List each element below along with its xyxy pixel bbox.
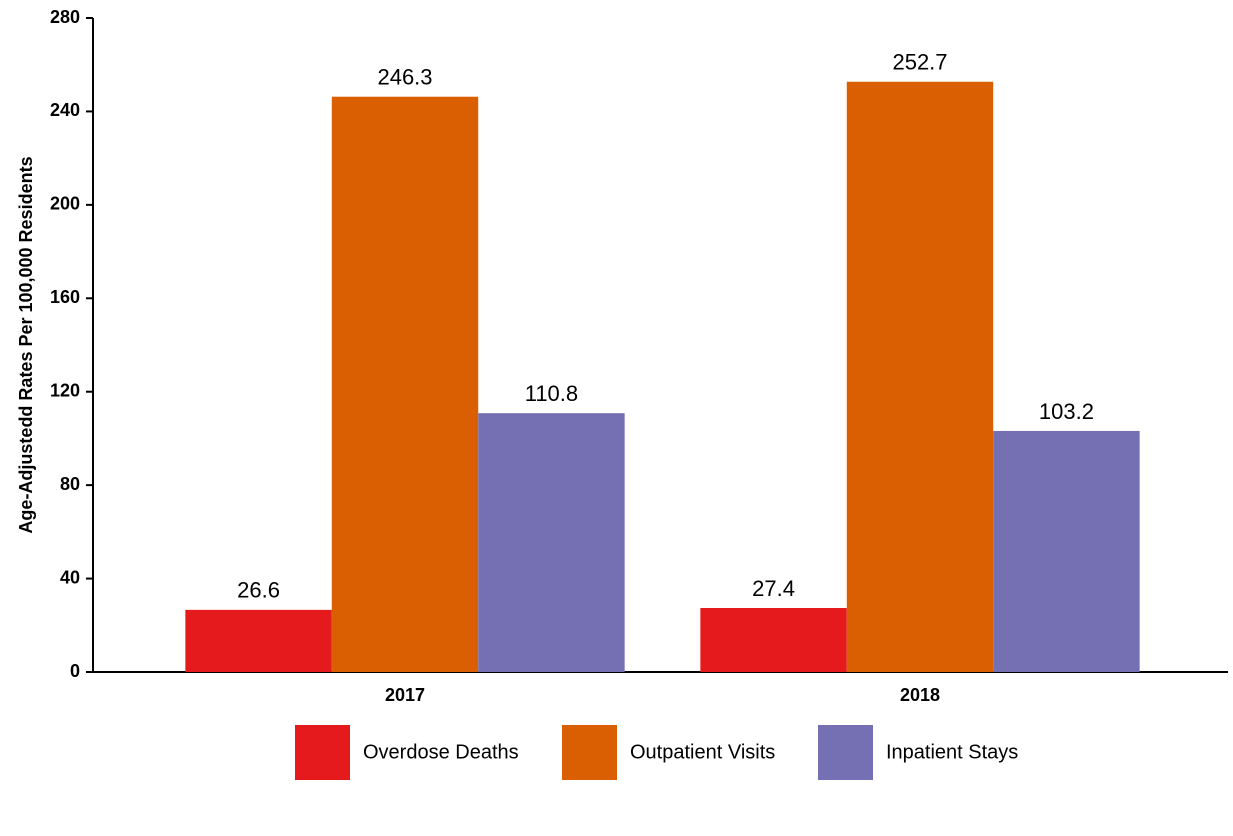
legend-swatch: [295, 725, 350, 780]
bar: [185, 609, 332, 672]
bar: [478, 413, 625, 672]
legend-swatch: [818, 725, 873, 780]
y-axis-label: Age-Adjustedd Rates Per 100,000 Resident…: [16, 156, 36, 533]
value-label: 110.8: [525, 381, 578, 406]
legend-label: Inpatient Stays: [886, 741, 1018, 763]
legend-label: Outpatient Visits: [630, 741, 775, 763]
y-tick-label: 240: [50, 100, 80, 120]
y-tick-label: 200: [50, 194, 80, 214]
value-label: 246.3: [377, 65, 432, 90]
y-tick-label: 80: [60, 474, 80, 494]
value-label: 27.4: [752, 576, 795, 601]
value-label: 252.7: [892, 50, 947, 75]
legend-label: Overdose Deaths: [363, 741, 519, 763]
y-tick-label: 40: [60, 567, 80, 587]
bar: [846, 81, 994, 672]
x-tick-label: 2018: [900, 685, 940, 705]
bar: [700, 608, 847, 672]
bar: [993, 430, 1140, 672]
x-tick-label: 2017: [385, 685, 425, 705]
y-tick-label: 120: [50, 380, 80, 400]
y-tick-label: 280: [50, 7, 80, 27]
value-label: 26.6: [237, 578, 280, 603]
y-tick-label: 160: [50, 287, 80, 307]
value-label: 103.2: [1039, 399, 1094, 424]
y-tick-label: 0: [70, 661, 80, 681]
bar: [331, 96, 479, 673]
legend-swatch: [562, 725, 617, 780]
